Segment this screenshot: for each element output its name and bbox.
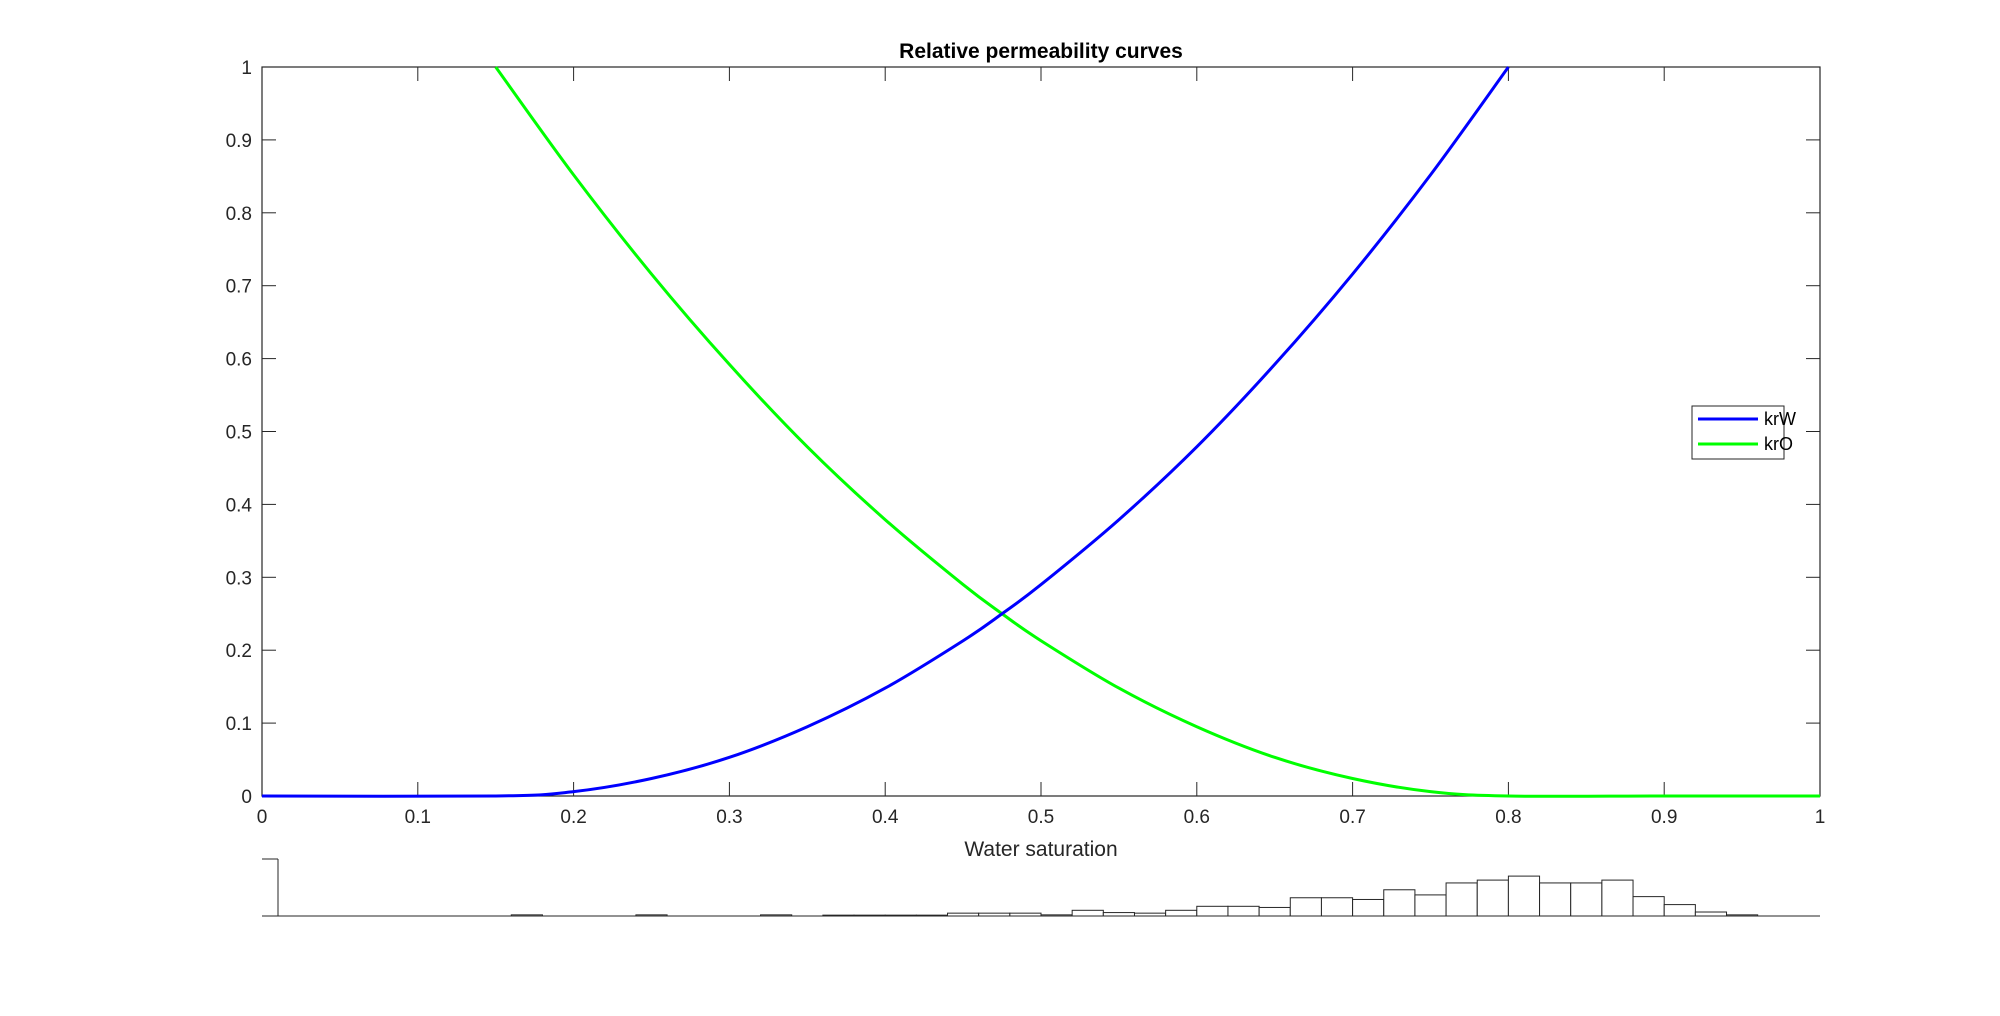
histogram-bar [1726, 914, 1759, 917]
histogram-chart [262, 858, 1820, 917]
histogram-bar [853, 914, 886, 917]
histogram-bar [1071, 909, 1104, 917]
histogram-bars [510, 875, 1759, 917]
histogram-bar [1289, 897, 1322, 917]
x-tick-label: 0.7 [1339, 807, 1365, 828]
histogram-bar [1445, 882, 1478, 917]
histogram-bar [1352, 898, 1385, 917]
legend-label-kro: krO [1764, 434, 1793, 454]
series-line-kro [494, 66, 1820, 798]
histogram-bar [1632, 896, 1665, 917]
histogram-bar [915, 914, 949, 917]
legend-box [1691, 405, 1785, 460]
histogram-bar [1694, 911, 1728, 917]
y-tick-label: 0.2 [226, 641, 252, 662]
x-tick-label: 0.3 [716, 807, 742, 828]
x-axis-ticks: 0 0.1 0.2 0.3 0.4 0.5 0.6 0.7 0.8 0.9 1 [257, 67, 1826, 828]
histogram-bar [1414, 894, 1447, 917]
histogram-bar [1320, 897, 1354, 917]
histogram-bar [510, 914, 543, 917]
histogram-bar [1009, 912, 1042, 917]
legend-label-krw: krW [1764, 409, 1796, 429]
main-chart: Relative permeability curves Water satur… [226, 40, 1826, 861]
histogram-bar [635, 914, 668, 917]
histogram-bar [1601, 879, 1634, 917]
legend: krW krO [1691, 405, 1796, 460]
plot-area [261, 66, 1821, 797]
y-tick-label: 0.7 [226, 277, 252, 298]
histogram-bar [822, 914, 855, 917]
y-tick-label: 1 [241, 58, 252, 79]
histogram-bar [1507, 875, 1541, 917]
histogram-bar [1227, 905, 1260, 917]
x-axis-label: Water saturation [964, 838, 1117, 861]
y-tick-label: 0.5 [226, 423, 252, 444]
histogram-bar [1476, 879, 1509, 917]
x-tick-label: 0.1 [405, 807, 431, 828]
y-tick-label: 0.8 [226, 204, 252, 225]
histogram-bar [1165, 909, 1198, 917]
series-line-krw [261, 66, 1510, 798]
histogram-bar [1133, 912, 1167, 917]
series-layer [261, 66, 1820, 798]
histogram-bar [1383, 889, 1416, 917]
chart-title: Relative permeability curves [899, 40, 1183, 63]
x-tick-label: 0.2 [560, 807, 586, 828]
histogram-bar [978, 912, 1011, 917]
y-tick-label: 0.9 [226, 131, 252, 152]
histogram-bar [760, 914, 793, 917]
y-axis-ticks: 0 0.1 0.2 0.3 0.4 0.5 0.6 0.7 0.8 0.9 1 [226, 58, 1820, 808]
x-tick-label: 0.8 [1495, 807, 1521, 828]
histogram-bar [884, 914, 917, 917]
histogram-bar [1539, 882, 1572, 917]
y-tick-label: 0.4 [226, 495, 253, 516]
histogram-bar [1570, 882, 1603, 917]
histogram-bar [947, 912, 980, 917]
y-tick-label: 0 [241, 787, 252, 808]
histogram-bar [1040, 914, 1073, 917]
histogram-bar [1196, 905, 1229, 917]
y-tick-label: 0.3 [226, 568, 252, 589]
x-tick-label: 1 [1815, 807, 1826, 828]
x-tick-label: 0.9 [1651, 807, 1677, 828]
x-tick-label: 0.6 [1184, 807, 1210, 828]
histogram-bar [1102, 912, 1135, 917]
x-tick-label: 0.4 [872, 807, 899, 828]
histogram-bar [1663, 904, 1696, 917]
x-tick-label: 0.5 [1028, 807, 1054, 828]
x-tick-label: 0 [257, 807, 268, 828]
y-tick-label: 0.1 [226, 714, 252, 735]
histogram-bar [1258, 906, 1291, 917]
y-tick-label: 0.6 [226, 350, 252, 371]
